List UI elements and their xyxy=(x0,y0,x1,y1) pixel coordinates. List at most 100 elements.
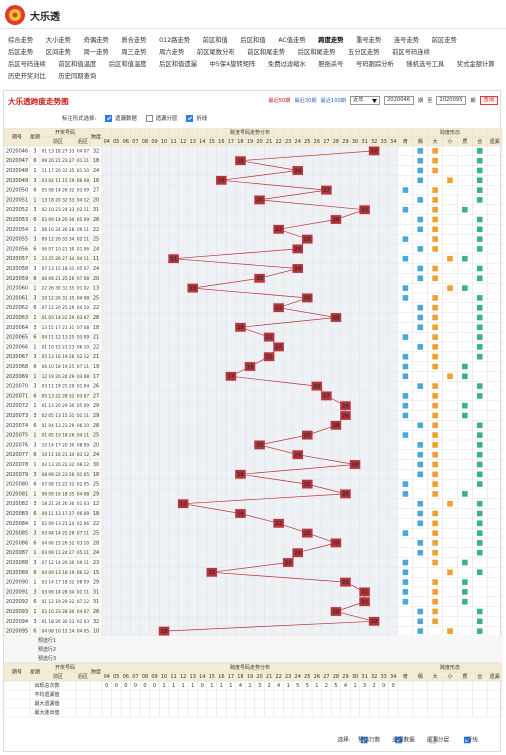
span-marker-label: 23 xyxy=(285,560,292,566)
span-tick: 26 xyxy=(314,139,320,145)
row-bg xyxy=(4,312,102,323)
span-value: 25 xyxy=(93,482,99,488)
shape-mark xyxy=(417,500,424,507)
nav-link[interactable]: 奇偶走势 xyxy=(83,36,109,44)
nav-link[interactable]: 后区走势 xyxy=(8,48,34,56)
checkbox[interactable] xyxy=(186,114,194,122)
nav-link[interactable]: 免费过滤缩水 xyxy=(267,60,306,68)
nav-link[interactable]: 前区和值温度 xyxy=(58,60,97,68)
span-tick: 09 xyxy=(151,139,157,145)
from-input[interactable]: 2020046 xyxy=(384,96,414,105)
span-marker-label: 25 xyxy=(304,531,311,537)
shape-mark xyxy=(417,461,424,468)
nav-link[interactable]: 后区和值遗漏 xyxy=(159,60,197,68)
span-marker-label: 18 xyxy=(237,511,244,517)
range-link[interactable]: 最近100期 xyxy=(320,98,346,104)
span-value: 11 xyxy=(93,256,99,262)
checkbox[interactable] xyxy=(360,736,368,744)
period: 2020074 xyxy=(6,423,28,429)
year-select[interactable]: 近年 xyxy=(350,96,380,105)
checkbox[interactable] xyxy=(395,736,402,744)
span-marker xyxy=(254,273,265,283)
nav-link[interactable]: 随机选号工具 xyxy=(406,60,445,68)
nav-link[interactable]: 重号走势 xyxy=(356,36,382,44)
nav-link[interactable]: 后区和尾走势 xyxy=(297,48,336,56)
nav-link[interactable]: 前区和尾走势 xyxy=(247,48,286,56)
back-numbers: 07 08 xyxy=(77,276,90,282)
nav-link[interactable]: 质合走势 xyxy=(121,36,147,44)
nav-link[interactable]: 号码跟踪分析 xyxy=(356,60,394,68)
checkbox[interactable] xyxy=(429,736,437,744)
span-marker xyxy=(321,391,332,401)
nav-link[interactable]: 奖式金额计算 xyxy=(456,60,495,68)
front-numbers: 05 13 22 28 32 xyxy=(42,393,75,399)
back-numbers: 02 12 xyxy=(77,354,90,360)
shape-mark xyxy=(417,608,424,615)
span-value: 25 xyxy=(93,433,99,439)
span-marker-label: 12 xyxy=(180,502,187,508)
stat-value: 5 xyxy=(306,683,309,689)
weekday: 3 xyxy=(33,148,36,154)
back-numbers: 03 08 xyxy=(77,374,90,380)
row-bg xyxy=(4,293,102,303)
nav-link[interactable]: 区间走势 xyxy=(45,48,71,56)
query-button[interactable]: 查询 xyxy=(479,96,498,105)
nav-link[interactable]: 大小走势 xyxy=(45,36,71,44)
period: 2020054 xyxy=(6,227,28,233)
span-value: 31 xyxy=(93,589,99,595)
back-numbers: 03 09 xyxy=(77,335,90,341)
shape-mark xyxy=(432,157,438,164)
shape-mark xyxy=(417,344,424,350)
period: 2020076 xyxy=(6,442,28,448)
nav-link[interactable]: 后区号码连续 xyxy=(8,60,46,68)
shape-mark xyxy=(432,608,438,615)
to-input[interactable]: 2020095 xyxy=(436,96,467,105)
front-numbers: 13 18 20 32 33 xyxy=(42,197,75,203)
nav-link[interactable]: 前区和值 xyxy=(202,36,228,44)
nav-link[interactable]: 历史开奖对比 xyxy=(8,72,46,80)
back-numbers: 03 07 xyxy=(77,393,90,399)
nav-link[interactable]: 前区号码连续 xyxy=(392,48,430,56)
shape-col: 偶 xyxy=(418,138,423,145)
checkbox[interactable] xyxy=(105,114,113,122)
span-value: 28 xyxy=(93,423,99,429)
nav-link[interactable]: 五分区走势 xyxy=(348,48,380,56)
nav-link[interactable]: 012路走势 xyxy=(159,36,191,44)
period-word: 期 xyxy=(418,98,424,104)
nav-link[interactable]: AC值走势 xyxy=(278,36,306,44)
span-marker xyxy=(340,577,351,587)
nav-link[interactable]: 前区走势 xyxy=(431,36,457,44)
span-tick: 23 xyxy=(285,139,291,145)
nav-link[interactable]: 中5保4旋转矩阵 xyxy=(209,60,256,68)
nav-link[interactable]: 前区尾数分布 xyxy=(196,48,235,56)
nav-link[interactable]: 综合走势 xyxy=(8,36,34,44)
shape-mark xyxy=(462,206,468,213)
front-numbers: 02 10 23 28 30 xyxy=(42,609,75,615)
span-tick: 18 xyxy=(237,674,243,680)
shape-mark xyxy=(432,598,438,605)
range-link[interactable]: 最近30期 xyxy=(294,98,317,104)
span-tick: 32 xyxy=(371,674,377,680)
span-marker-label: 21 xyxy=(266,335,273,341)
nav-link[interactable]: 后区和值 xyxy=(240,36,266,44)
checkbox[interactable] xyxy=(463,736,471,744)
nav-link[interactable]: 周三走势 xyxy=(121,48,147,56)
header-trend: 跨度号码走势分布 xyxy=(230,664,270,671)
stat-value: 4 xyxy=(277,683,280,689)
nav-link[interactable]: 连号走势 xyxy=(393,36,420,44)
shape-mark xyxy=(432,324,438,331)
nav-link[interactable]: 胆拖杀号 xyxy=(318,60,344,68)
checkbox[interactable] xyxy=(145,114,153,122)
span-marker-label: 27 xyxy=(323,394,330,400)
range-link[interactable]: 最近50期 xyxy=(268,98,291,104)
nav-link[interactable]: 后区和值温度 xyxy=(108,60,147,68)
weekday: 1 xyxy=(33,286,36,292)
nav-link[interactable]: 周一走势 xyxy=(83,48,109,56)
back-numbers: 02 06 xyxy=(77,521,90,527)
nav-link[interactable]: 跨度走势 xyxy=(318,36,344,44)
nav-link[interactable]: 周六走势 xyxy=(159,48,185,56)
weekday: 1 xyxy=(33,197,36,203)
shape-mark xyxy=(417,226,424,233)
nav-link[interactable]: 历史同期查询 xyxy=(58,72,97,80)
weekday: 6 xyxy=(33,393,36,399)
